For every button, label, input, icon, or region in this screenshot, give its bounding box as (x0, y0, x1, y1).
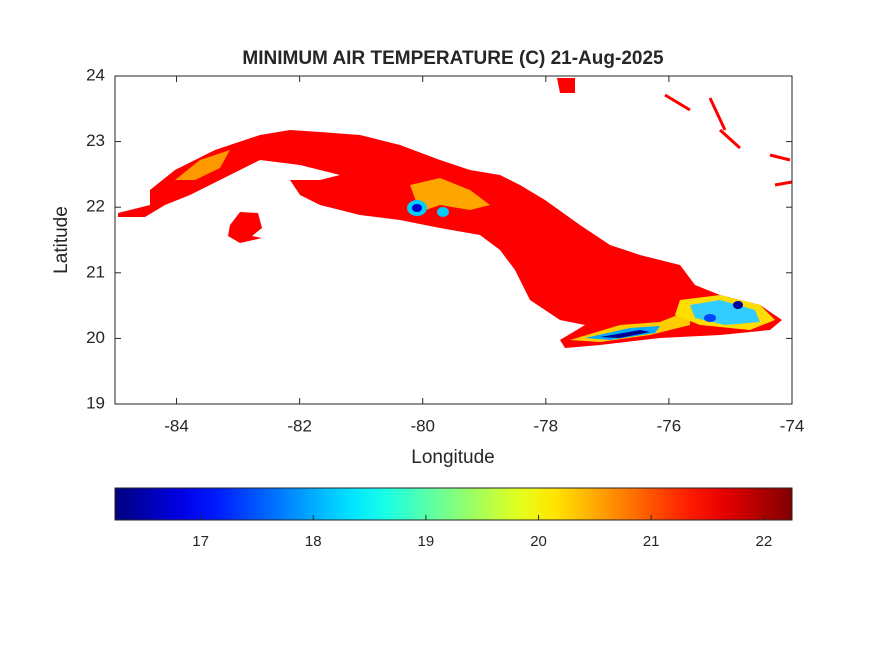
y-tick-label: 22 (86, 197, 105, 216)
y-tick-label: 21 (86, 262, 105, 281)
y-tick-label: 20 (86, 328, 105, 347)
y-tick-label: 19 (86, 393, 105, 412)
y-tick-label: 24 (86, 65, 105, 84)
colorbar-tick-label: 21 (643, 533, 660, 550)
x-tick-label: -80 (410, 416, 435, 435)
colorbar (114, 487, 793, 521)
x-tick-label: -78 (534, 416, 559, 435)
chart-title: MINIMUM AIR TEMPERATURE (C) 21-Aug-2025 (242, 48, 664, 69)
x-tick-label: -82 (287, 416, 312, 435)
plot-frame (114, 75, 793, 405)
colorbar-tick-label: 20 (530, 533, 547, 550)
x-tick-label: -76 (657, 416, 682, 435)
y-tick-label: 23 (86, 131, 105, 150)
x-tick-label: -74 (780, 416, 805, 435)
x-axis-label: Longitude (411, 447, 494, 468)
y-axis-label: Latitude (51, 206, 72, 274)
land-temperature (118, 78, 793, 348)
colorbar-tick-label: 18 (305, 533, 322, 550)
colorbar-tick-label: 17 (192, 533, 209, 550)
x-tick-label: -84 (164, 416, 189, 435)
colorbar-tick-label: 22 (755, 533, 772, 550)
colorbar-tick-label: 19 (418, 533, 435, 550)
